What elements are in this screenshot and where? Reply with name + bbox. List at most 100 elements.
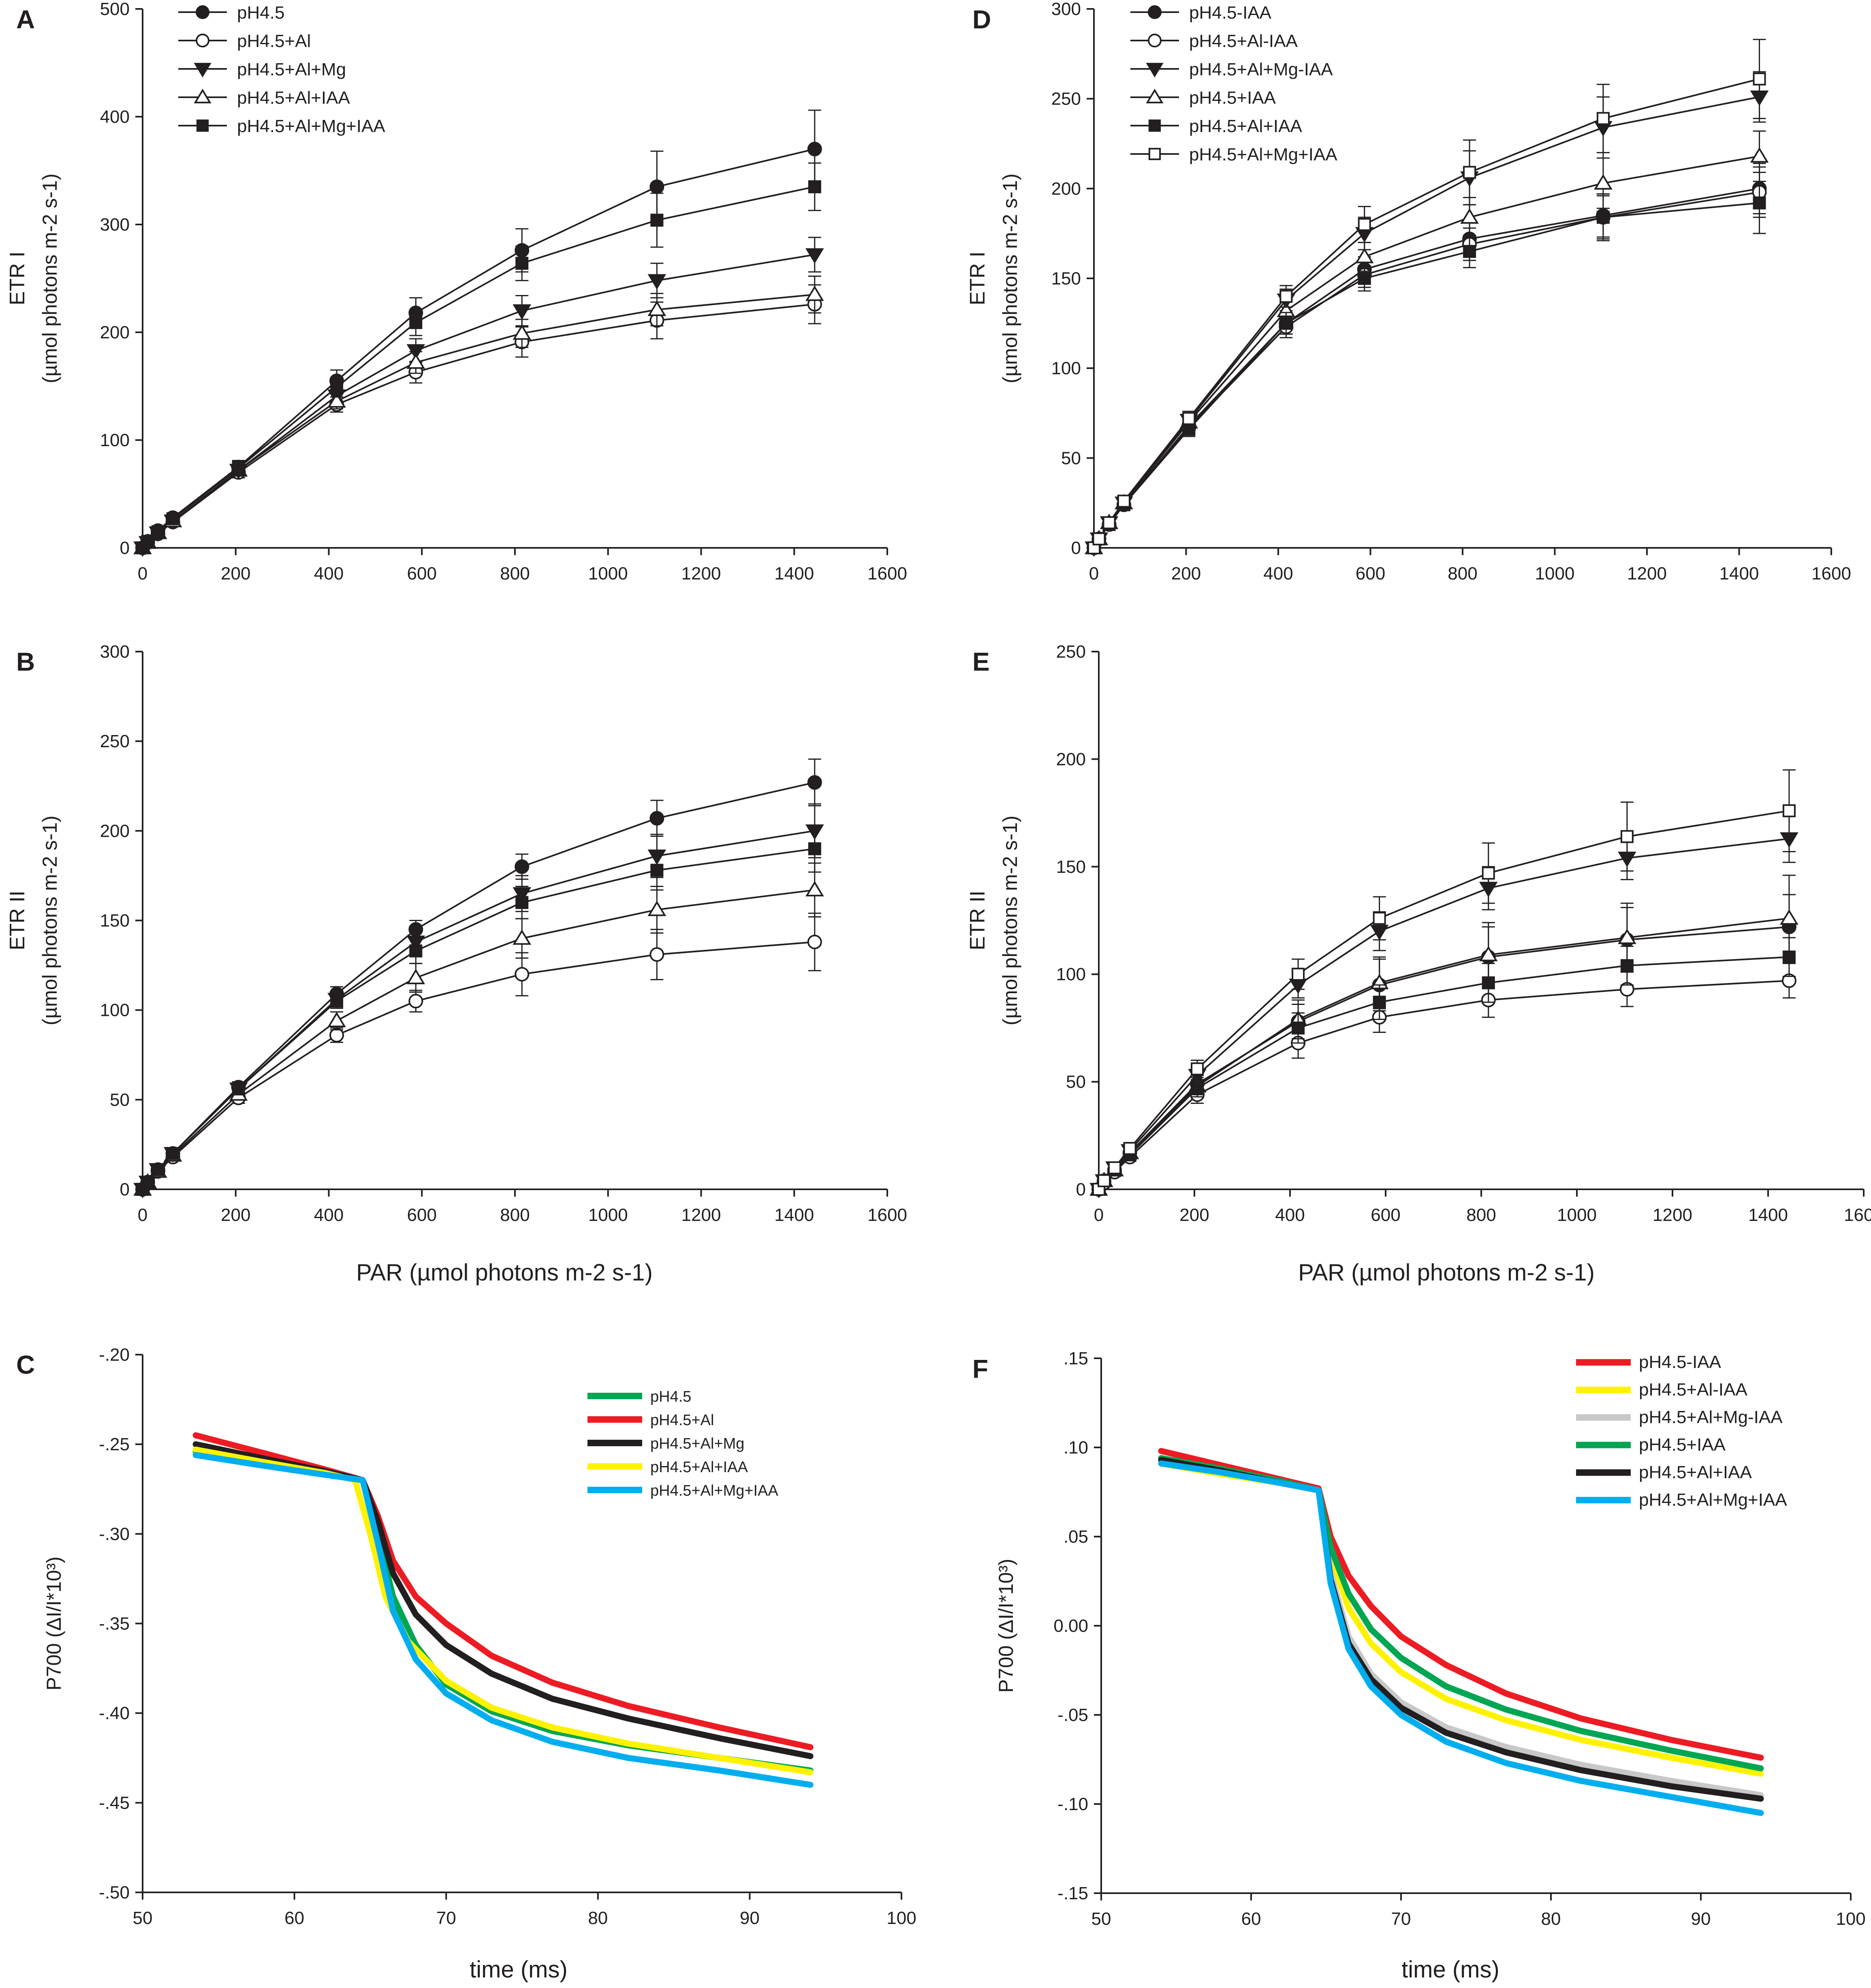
panel-label-d: D — [972, 5, 991, 34]
x-tick-label-d: 600 — [1356, 564, 1385, 584]
data-point-b-ph4-5-al-iaa — [805, 881, 824, 897]
y-axis-title-c: P700 (ΔI/I*10³) — [43, 1556, 65, 1691]
legend-label-f-ph4-5-al-mg-iaa: pH4.5+Al+Mg+IAA — [1639, 1490, 1787, 1510]
data-point-b-ph4-5-al-mg-iaa — [409, 944, 423, 958]
legend-label-f-ph4-5-al-mg-iaa: pH4.5+Al+Mg-IAA — [1639, 1407, 1783, 1427]
x-tick-label-c: 90 — [740, 1908, 760, 1928]
data-point-a-ph4-5-al-iaa — [327, 392, 346, 408]
x-tick-label-e: 600 — [1371, 1205, 1400, 1225]
legend-label-c-ph4-5-al: pH4.5+Al — [650, 1412, 714, 1429]
x-tick-label-f: 50 — [1091, 1909, 1111, 1929]
legend-label-f-ph4-5-al-iaa: pH4.5+Al+IAA — [1639, 1462, 1752, 1482]
y-axis-unit-d: (µmol photons m-2 s-1) — [999, 173, 1021, 383]
data-point-a-ph4-5 — [649, 179, 664, 194]
x-tick-label-a: 400 — [314, 564, 344, 584]
data-point-b-ph4-5-al-mg-iaa — [232, 1082, 245, 1096]
time-xlabel-right: time (ms) — [1401, 1956, 1499, 1983]
y-tick-label-d: 100 — [1051, 359, 1081, 378]
y-tick-label-e: 100 — [1056, 964, 1086, 984]
data-point-e-ph4-5-al-mg-iaa — [1620, 830, 1634, 843]
legend-label-c-ph4-5: pH4.5 — [650, 1388, 691, 1405]
legend-marker-a-ph4-5-al-iaa — [194, 88, 211, 103]
data-point-e-ph4-5-iaa — [1618, 928, 1636, 944]
data-point-b-ph4-5-al — [649, 947, 664, 962]
data-point-b-ph4-5-al-mg-iaa — [330, 994, 344, 1008]
y-tick-label-b: 100 — [100, 1000, 130, 1020]
series-line-a-ph4-5-al — [142, 303, 815, 549]
data-point-d-ph4-5-al-iaa — [1279, 316, 1293, 330]
y-tick-label-e: 250 — [1056, 642, 1086, 662]
series-line-a-ph4-5-al-mg-iaa — [142, 186, 815, 549]
legend-label-d-ph4-5-al-iaa: pH4.5+Al+IAA — [1189, 116, 1302, 136]
data-point-d-ph4-5-al-mg-iaa — [1358, 218, 1371, 231]
data-point-a-ph4-5-al-mg-iaa — [151, 525, 164, 539]
legend-marker-a-ph4-5-al-mg — [194, 63, 211, 78]
legend-marker-a-ph4-5 — [196, 5, 209, 19]
data-point-b-ph4-5 — [515, 859, 530, 874]
x-tick-label-b: 200 — [221, 1205, 250, 1225]
y-tick-label-f: .10 — [1064, 1438, 1088, 1458]
y-axis-title-f: P700 (ΔI/I*10³) — [995, 1559, 1017, 1693]
x-tick-label-b: 0 — [138, 1205, 147, 1225]
y-tick-label-b: 200 — [100, 821, 130, 841]
x-tick-label-a: 200 — [221, 564, 250, 584]
legend-label-f-ph4-5-al-iaa: pH4.5+Al-IAA — [1639, 1380, 1747, 1400]
par-xlabel-right: PAR (µmol photons m-2 s-1) — [1298, 1259, 1595, 1286]
data-point-b-ph4-5-al — [408, 994, 423, 1009]
y-tick-label-f: .05 — [1064, 1527, 1088, 1547]
data-point-e-ph4-5-al-iaa — [1373, 996, 1386, 1009]
data-point-a-ph4-5-al-iaa — [805, 285, 824, 301]
y-tick-label-a: 200 — [100, 323, 130, 342]
data-point-d-ph4-5-al-iaa — [1358, 272, 1371, 285]
x-tick-label-d: 1200 — [1627, 564, 1667, 584]
y-tick-label-c: -.20 — [99, 1345, 130, 1365]
x-tick-label-d: 400 — [1263, 564, 1293, 584]
data-point-a-ph4-5-al-mg-iaa — [515, 257, 529, 270]
series-line-a-ph4-5-al-iaa — [142, 293, 815, 549]
y-tick-label-c: -.40 — [99, 1704, 130, 1723]
x-tick-label-f: 80 — [1541, 1909, 1561, 1929]
series-line-d-ph4-5-al-iaa — [1093, 191, 1760, 548]
x-tick-label-b: 1200 — [681, 1205, 721, 1225]
data-point-b-ph4-5-al-mg-iaa — [515, 896, 529, 909]
data-point-e-ph4-5-al-mg-iaa — [1191, 1062, 1204, 1075]
y-axis-unit-e: (µmol photons m-2 s-1) — [999, 816, 1021, 1026]
data-point-d-ph4-5-al-mg-iaa — [1753, 72, 1766, 86]
x-tick-label-d: 1000 — [1535, 564, 1575, 584]
x-tick-label-d: 1600 — [1811, 564, 1851, 584]
x-tick-label-a: 0 — [138, 564, 147, 584]
panel-e-etr2-iaa-chart: E 0 200 400 600 800 1000 1200 1400 1600 0 50 100 150 2… — [966, 642, 1871, 1225]
legend-label-d-ph4-5-iaa: pH4.5-IAA — [1189, 3, 1272, 23]
y-tick-label-f: 0.00 — [1053, 1616, 1088, 1636]
y-tick-label-c: -.50 — [99, 1883, 130, 1902]
legend-label-a-ph4-5-al-iaa: pH4.5+Al+IAA — [237, 88, 350, 108]
panel-f-p700-iaa-chart: F 50 60 70 80 90 100 -.15 -.10 -.05 0.00 .05 .10 .15 P… — [972, 1349, 1866, 1929]
series-line-a-ph4-5-al-mg — [142, 254, 815, 549]
panel-label-c: C — [16, 1350, 35, 1379]
legend-d: pH4.5-IAA pH4.5+Al-IAA pH4.5+Al+Mg-IAA pH4.… — [1130, 3, 1337, 165]
data-point-a-ph4-5-al-iaa — [406, 353, 425, 369]
data-point-d-ph4-5-al-mg-iaa — [1092, 532, 1106, 545]
data-point-d-ph4-5-iaa — [1594, 174, 1613, 190]
x-tick-label-b: 1000 — [588, 1205, 628, 1225]
data-point-b-ph4-5-al-mg-iaa — [151, 1163, 164, 1176]
series-line-d-ph4-5-al-mg-iaa — [1093, 96, 1760, 548]
panel-label-b: B — [16, 647, 35, 676]
y-tick-label-f: -.10 — [1057, 1794, 1088, 1814]
x-tick-label-e: 1000 — [1557, 1205, 1597, 1225]
panel-label-f: F — [972, 1354, 988, 1383]
data-point-d-ph4-5-al-mg-iaa — [1117, 494, 1130, 508]
x-tick-label-e: 1400 — [1748, 1205, 1788, 1225]
data-point-d-ph4-5-al-mg-iaa — [1596, 112, 1610, 125]
y-tick-label-c: -.45 — [99, 1793, 130, 1813]
legend-marker-a-ph4-5-al-mg-iaa — [196, 119, 209, 132]
y-tick-label-d: 50 — [1061, 448, 1081, 468]
x-tick-label-e: 0 — [1094, 1205, 1104, 1225]
legend-f: pH4.5-IAA pH4.5+Al-IAA pH4.5+Al+Mg-IAA pH4.… — [1576, 1352, 1787, 1510]
data-point-b-ph4-5-al-mg-iaa — [166, 1147, 179, 1160]
data-point-b-ph4-5-al — [807, 934, 822, 949]
data-point-a-ph4-5-al-mg-iaa — [650, 214, 664, 227]
legend-c: pH4.5 pH4.5+Al pH4.5+Al+Mg pH4.5+Al+IAA pH4.… — [587, 1388, 778, 1499]
x-tick-label-e: 1200 — [1653, 1205, 1692, 1225]
x-tick-label-b: 1400 — [774, 1205, 814, 1225]
